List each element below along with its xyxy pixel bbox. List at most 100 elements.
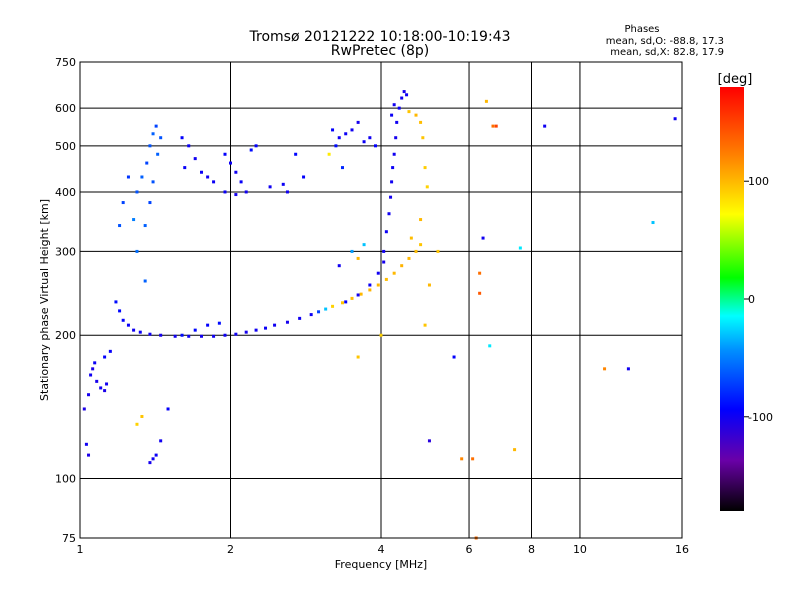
data-point — [362, 243, 366, 247]
data-point — [143, 224, 147, 228]
data-point — [409, 236, 413, 240]
data-point — [392, 271, 396, 275]
x-tick-label: 2 — [227, 543, 234, 556]
data-point — [350, 296, 354, 300]
data-point — [118, 224, 122, 228]
x-tick-label: 8 — [528, 543, 535, 556]
data-point — [379, 333, 383, 337]
data-point — [382, 260, 386, 264]
data-point — [143, 279, 147, 283]
data-point — [132, 218, 136, 222]
data-point — [407, 256, 411, 260]
data-point — [368, 136, 372, 140]
data-point — [151, 132, 155, 136]
data-point — [159, 439, 163, 443]
data-point — [481, 236, 485, 240]
data-point — [229, 161, 232, 165]
data-point — [234, 193, 238, 197]
data-point — [362, 140, 366, 144]
data-point — [87, 453, 91, 457]
data-point — [405, 93, 409, 97]
data-point — [340, 166, 344, 170]
data-point — [478, 291, 482, 295]
data-point — [344, 132, 348, 136]
data-point — [151, 457, 155, 461]
data-point — [651, 221, 655, 225]
data-point — [421, 136, 425, 140]
x-tick-label: 6 — [466, 543, 473, 556]
data-points — [82, 90, 677, 540]
data-point — [368, 288, 372, 292]
data-point — [387, 212, 391, 216]
data-point — [331, 128, 335, 132]
data-point — [121, 318, 125, 322]
data-point — [400, 264, 404, 268]
data-point — [121, 201, 125, 205]
data-point — [166, 407, 170, 411]
legend-line-x: mean, sd,X: 82.8, 17.9 — [610, 47, 724, 58]
colorbar-tick-label: 100 — [748, 175, 769, 188]
data-point — [212, 334, 216, 338]
data-point — [356, 293, 360, 297]
data-point — [135, 190, 139, 194]
data-point — [254, 144, 258, 148]
data-point — [264, 326, 268, 330]
data-point — [140, 414, 144, 418]
data-point — [419, 218, 423, 222]
grid — [80, 62, 682, 538]
data-point — [484, 99, 488, 103]
data-point — [108, 349, 112, 353]
data-point — [513, 448, 517, 452]
data-point — [425, 185, 429, 189]
data-point — [317, 310, 321, 314]
data-point — [105, 382, 109, 386]
data-point — [356, 256, 360, 260]
data-point — [400, 96, 404, 100]
data-point — [212, 180, 216, 184]
data-point — [87, 393, 91, 397]
data-point — [103, 355, 107, 359]
y-tick-label: 500 — [55, 140, 76, 153]
data-point — [103, 389, 107, 393]
data-point — [173, 334, 177, 338]
data-point — [423, 166, 427, 170]
data-point — [344, 300, 348, 304]
y-axis-label: Stationary phase Virtual Height [km] — [38, 199, 51, 401]
data-point — [402, 90, 406, 94]
data-point — [309, 313, 313, 317]
data-point — [273, 323, 277, 327]
data-point — [368, 283, 372, 287]
data-point — [452, 355, 456, 359]
data-point — [285, 320, 289, 324]
data-point — [89, 373, 93, 377]
data-point — [148, 332, 152, 336]
data-point — [384, 230, 388, 234]
x-tick-label: 16 — [675, 543, 689, 556]
data-point — [159, 333, 163, 337]
data-point — [148, 461, 152, 465]
data-point — [148, 201, 152, 205]
data-point — [99, 386, 103, 390]
data-point — [298, 316, 302, 320]
data-point — [543, 124, 547, 128]
y-tick-label: 750 — [55, 56, 76, 69]
data-point — [114, 300, 118, 304]
data-point — [126, 175, 130, 179]
data-point — [180, 333, 184, 337]
data-point — [427, 439, 431, 443]
data-point — [626, 367, 630, 371]
data-point — [234, 170, 238, 174]
data-point — [154, 453, 158, 457]
data-point — [356, 355, 360, 359]
data-point — [239, 180, 243, 184]
data-point — [82, 407, 86, 411]
data-point — [187, 144, 191, 148]
data-point — [603, 367, 607, 371]
data-point — [126, 323, 130, 327]
data-point — [491, 124, 495, 128]
data-point — [132, 328, 136, 332]
data-point — [156, 152, 160, 156]
data-point — [281, 182, 285, 186]
data-point — [200, 170, 204, 174]
data-point — [244, 330, 248, 334]
